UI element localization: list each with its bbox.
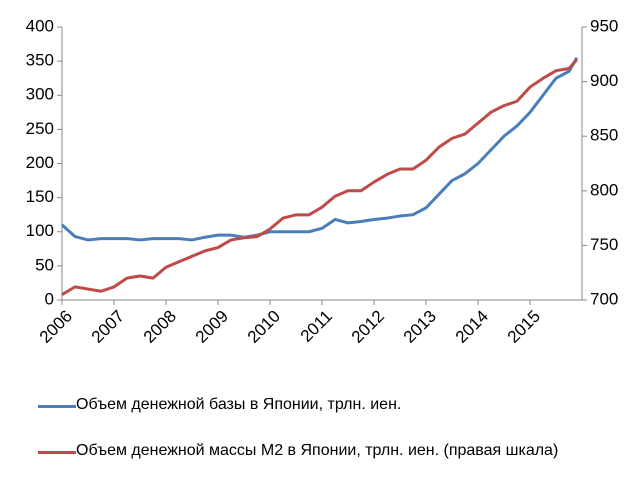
x-tick-label: 2009 [192,307,232,347]
chart: 0 50 100 150 200 250 300 350 400 700 750 800 850 900 9… [26,16,619,347]
y2-tick-label: 750 [590,235,618,254]
series-line [61,56,579,242]
y2-tick-label: 900 [590,71,618,90]
legend-label: Объем денежной базы в Японии, трлн. иен. [76,396,402,413]
x-tick-label: 2008 [140,307,180,347]
y-tick-label: 100 [26,221,54,240]
y-tick-label: 50 [35,255,54,274]
x-tick-label: 2015 [504,307,544,347]
y2-tick-label: 950 [590,16,618,35]
y-tick-label: 0 [45,289,54,308]
y-tick-label: 200 [26,153,54,172]
x-tick-label: 2006 [36,307,76,347]
x-tick-label: 2014 [452,307,492,347]
x-tick-label: 2011 [297,307,336,346]
x-tick-label: 2010 [244,307,284,347]
x-tick-label: 2007 [88,307,128,347]
y-tick-label: 300 [26,85,54,104]
y2-tick-label: 700 [590,289,618,308]
y-tick-label: 150 [26,187,54,206]
legend-swatch [38,405,76,408]
y2-tick-label: 850 [590,126,618,145]
y2-tick-label: 800 [590,180,618,199]
legend-item: Объем денежной базы в Японии, трлн. иен. [38,396,618,414]
legend-label: Объем денежной массы M2 в Японии, трлн. … [76,442,559,459]
y-tick-label: 400 [26,16,54,35]
legend-swatch [38,451,76,454]
y-tick-label: 350 [26,51,54,70]
x-tick-label: 2012 [348,307,388,347]
legend-item: Объем денежной массы M2 в Японии, трлн. … [38,442,618,460]
series-line [61,58,578,296]
y-tick-label: 250 [26,119,54,138]
x-tick-label: 2013 [400,307,440,347]
